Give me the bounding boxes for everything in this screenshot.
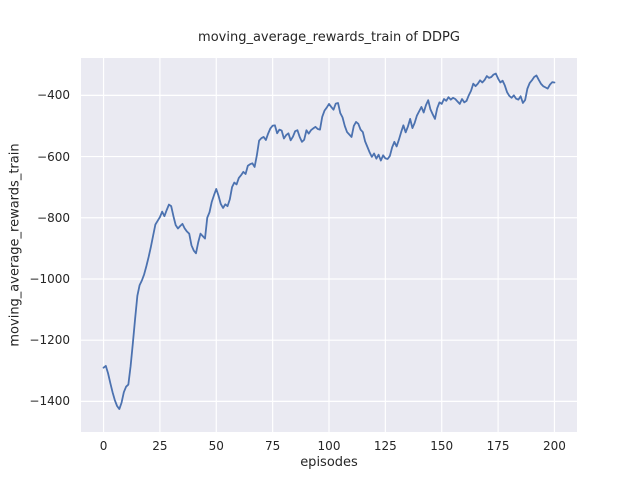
x-tick-label: 125 xyxy=(373,439,397,453)
x-tick-label: 100 xyxy=(317,439,341,453)
x-tick-label: 150 xyxy=(430,439,454,453)
y-axis-label: moving_average_rewards_train xyxy=(7,143,23,347)
x-tick-label: 200 xyxy=(543,439,566,453)
y-tick-label: −1000 xyxy=(29,271,70,286)
x-tick-label: 75 xyxy=(264,439,281,453)
series-line xyxy=(102,72,556,410)
x-tick-label: 175 xyxy=(486,439,510,453)
y-tick-label: −600 xyxy=(37,149,70,164)
plot-area xyxy=(81,58,577,432)
y-tick-label: −400 xyxy=(37,88,70,103)
line-chart-svg xyxy=(81,58,577,432)
y-tick-label: −1200 xyxy=(29,333,70,348)
x-tick-label: 25 xyxy=(152,439,168,453)
x-tick-label: 0 xyxy=(99,439,108,453)
y-tick-label: −1400 xyxy=(29,394,70,409)
x-axis-label: episodes xyxy=(300,455,358,470)
chart-title: moving_average_rewards_train of DDPG xyxy=(198,30,460,45)
y-tick-label: −800 xyxy=(37,210,70,225)
x-tick-label: 50 xyxy=(208,439,224,453)
